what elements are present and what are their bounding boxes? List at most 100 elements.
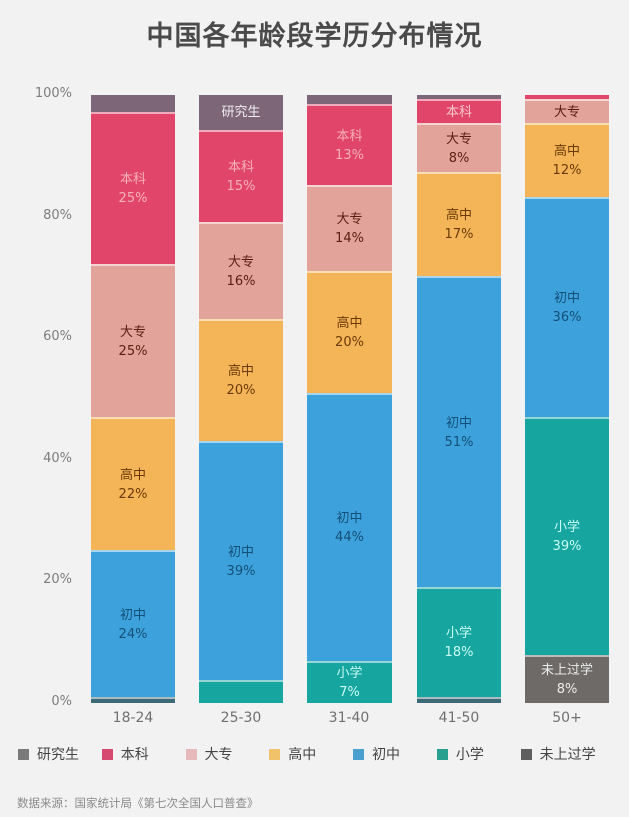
segment-value: 14% xyxy=(335,231,364,246)
segment-label: 高中 xyxy=(553,144,580,159)
y-tick-label: 40% xyxy=(43,450,72,466)
segment-value: 24% xyxy=(118,626,148,642)
bar-segment-本科: 本科 13% xyxy=(307,104,392,185)
legend-swatch-icon xyxy=(353,748,365,760)
legend-item-初中: 初中 xyxy=(353,744,437,764)
legend-item-未上过学: 未上过学 xyxy=(520,744,618,764)
segment-label: 小学 xyxy=(445,626,472,641)
segment-label: 本科 xyxy=(227,160,254,175)
bar-segment-大专: 大专 14% xyxy=(307,185,392,271)
bar-segment-未上过学: 未上过学 8% xyxy=(525,655,609,703)
legend-swatch-icon xyxy=(101,748,113,760)
bar-segment-大专: 大专 xyxy=(525,99,609,123)
bar-segment-小学 xyxy=(91,697,175,703)
segment-label: 大专 xyxy=(336,212,363,227)
segment-label: 初中 xyxy=(119,607,146,623)
segment-value: 25% xyxy=(118,191,148,206)
segment-value: 44% xyxy=(335,530,364,545)
segment-value: 22% xyxy=(118,486,148,502)
segment-label: 初中 xyxy=(227,544,254,560)
bar-segment-研究生 xyxy=(307,95,392,104)
segment-label: 初中 xyxy=(336,511,363,526)
legend-item-小学: 小学 xyxy=(436,744,521,764)
segment-value: 13% xyxy=(335,147,364,163)
legend-label: 研究生 xyxy=(37,747,79,763)
data-source-note: 数据来源：国家统计局《第七次全国人口普查》 xyxy=(17,796,259,810)
y-tick-label: 100% xyxy=(34,86,72,101)
bar-segment-本科: 本科 25% xyxy=(91,112,175,264)
bar-segment-大专: 大专 8% xyxy=(417,123,501,172)
chart-title: 中国各年龄段学历分布情况 xyxy=(146,21,483,52)
bar-segment-初中: 初中 39% xyxy=(199,441,283,680)
segment-label: 高中 xyxy=(119,467,146,483)
bar-31-40: 本科 13% 大专 14% 高中 20% 初中 44% 小学 7% xyxy=(307,95,392,703)
bar-segment-小学: 小学 39% xyxy=(525,417,609,655)
bar-segment-小学 xyxy=(199,680,283,703)
bar-segment-高中: 高中 17% xyxy=(417,172,501,276)
legend-swatch-icon xyxy=(269,748,281,760)
segment-label: 大专 xyxy=(445,131,472,147)
segment-value: 51% xyxy=(444,434,474,450)
bar-25-30: 研究生 本科 15% 大专 16% 高中 20% 初中 39% xyxy=(199,95,283,703)
legend-item-大专: 大专 xyxy=(185,744,270,764)
segment-value: 20% xyxy=(335,335,364,350)
legend-item-高中: 高中 xyxy=(269,744,353,764)
bar-segment-初中: 初中 51% xyxy=(417,276,501,587)
y-tick-label: 80% xyxy=(43,207,72,223)
legend: 研究生 本科 大专 高中 初中 小学 未上过学 xyxy=(18,744,618,764)
legend-label: 大专 xyxy=(204,747,233,763)
bar-segment-高中: 高中 22% xyxy=(91,417,175,550)
bar-41-50: 本科大专 8% 高中 17% 初中 51% 小学 18% xyxy=(417,95,501,703)
segment-label: 大专 xyxy=(227,254,254,270)
bar-segment-本科: 本科 15% xyxy=(199,130,283,222)
legend-item-研究生: 研究生 xyxy=(18,744,102,764)
legend-label: 高中 xyxy=(288,747,317,763)
x-tick-label: 31-40 xyxy=(328,710,370,726)
segment-label: 初中 xyxy=(553,291,580,306)
y-tick-label: 20% xyxy=(43,572,72,588)
segment-label: 本科 xyxy=(119,172,146,187)
x-tick-label: 25-30 xyxy=(220,710,262,726)
segment-label: 研究生 xyxy=(221,105,261,120)
bar-18-24: 本科 25% 大专 25% 高中 22% 初中 24% xyxy=(91,95,175,703)
segment-label: 大专 xyxy=(119,324,146,340)
segment-label: 初中 xyxy=(445,415,472,431)
segment-value: 20% xyxy=(226,383,256,398)
legend-swatch-icon xyxy=(520,748,532,760)
segment-value: 12% xyxy=(552,163,582,178)
legend-label: 未上过学 xyxy=(539,747,596,763)
segment-label: 本科 xyxy=(445,104,472,120)
bar-50+: 大专高中 12% 初中 36% 小学 39% 未上过学 8% xyxy=(525,95,609,703)
legend-swatch-icon xyxy=(185,748,197,760)
segment-label: 未上过学 xyxy=(540,663,593,678)
legend-swatch-icon xyxy=(436,748,448,760)
x-tick-label: 18-24 xyxy=(112,710,154,726)
bar-segment-小学: 小学 18% xyxy=(417,587,501,697)
segment-label: 小学 xyxy=(553,520,580,535)
segment-value: 17% xyxy=(444,227,474,242)
bar-segment-初中: 初中 24% xyxy=(91,550,175,697)
x-tick-label: 41-50 xyxy=(438,710,480,726)
legend-label: 初中 xyxy=(372,747,401,763)
y-tick-label: 60% xyxy=(43,329,72,345)
segment-value: 8% xyxy=(556,682,578,697)
x-tick-label: 50+ xyxy=(552,710,582,726)
segment-value: 15% xyxy=(226,179,256,194)
segment-label: 高中 xyxy=(336,316,363,331)
segment-value: 7% xyxy=(339,685,360,700)
bar-segment-初中: 初中 44% xyxy=(307,393,392,661)
bar-segment-研究生 xyxy=(417,95,501,99)
segment-label: 高中 xyxy=(445,208,472,223)
bar-segment-小学: 小学 7% xyxy=(307,661,392,703)
segment-value: 36% xyxy=(552,310,582,325)
bar-segment-研究生 xyxy=(91,95,175,112)
segment-value: 18% xyxy=(444,645,474,660)
segment-value: 39% xyxy=(552,539,582,554)
segment-value: 25% xyxy=(118,343,148,359)
bar-segment-初中: 初中 36% xyxy=(525,197,609,417)
segment-value: 8% xyxy=(448,150,470,166)
bar-segment-高中: 高中 20% xyxy=(199,319,283,441)
bar-segment-研究生: 研究生 xyxy=(199,95,283,130)
bar-segment-本科 xyxy=(525,95,609,99)
bar-segment-本科: 本科 xyxy=(417,99,501,123)
